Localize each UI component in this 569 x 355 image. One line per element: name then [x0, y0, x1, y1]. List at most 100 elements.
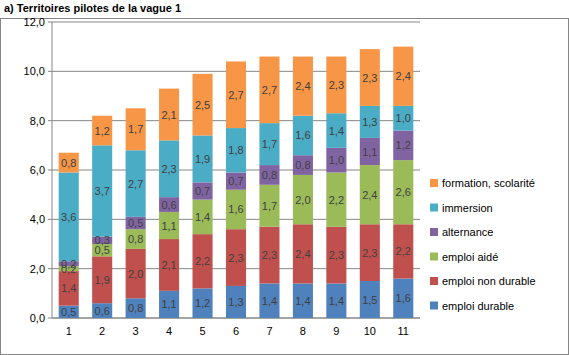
- data-label: 1,4: [262, 295, 277, 307]
- bar-segment: [259, 123, 279, 165]
- bar-segment: [326, 283, 346, 318]
- data-label: 3,6: [61, 211, 76, 223]
- data-label: 2,2: [329, 194, 344, 206]
- bar-segment: [259, 57, 279, 124]
- bar-segment: [92, 116, 112, 146]
- legend-label: emploi durable: [442, 300, 514, 312]
- data-label: 0,8: [295, 159, 310, 171]
- bar-segment: [126, 229, 146, 249]
- bar-segment: [126, 150, 146, 217]
- bar-segment: [226, 61, 246, 128]
- data-label: 1,9: [95, 274, 110, 286]
- bar-segment: [259, 283, 279, 318]
- data-label: 1,4: [61, 282, 76, 294]
- bar-segment: [193, 182, 213, 199]
- bar-segment: [326, 113, 346, 148]
- tick-mark: [48, 268, 52, 269]
- bar-segment: [393, 47, 413, 106]
- bar-segment: [293, 224, 313, 283]
- data-label: 2,7: [262, 84, 277, 96]
- bar-segment: [193, 234, 213, 288]
- data-label: 2,6: [396, 186, 411, 198]
- data-label: 2,1: [161, 259, 176, 271]
- chart: a) Territoires pilotes de la vague 10,02…: [0, 0, 569, 355]
- tick-mark: [48, 219, 52, 220]
- data-label: 2,0: [295, 194, 310, 206]
- tick-mark: [48, 71, 52, 72]
- bar-segment: [159, 239, 179, 291]
- data-label: 1,3: [228, 296, 243, 308]
- bar-segment: [326, 172, 346, 226]
- bar-segment: [126, 298, 146, 318]
- bar-segment: [393, 160, 413, 224]
- tick-mark: [48, 120, 52, 121]
- bar-segment: [259, 165, 279, 185]
- grid-line: [52, 22, 420, 23]
- bar-segment: [159, 89, 179, 141]
- bar-segment: [360, 106, 380, 138]
- bar-segment: [193, 288, 213, 318]
- bar-segment: [159, 140, 179, 197]
- bar-segment: [293, 57, 313, 116]
- data-label: 2,3: [329, 249, 344, 261]
- data-label: 1,1: [362, 146, 377, 158]
- bar-segment: [259, 227, 279, 284]
- data-label: 1,4: [195, 211, 210, 223]
- data-label: 2,7: [128, 178, 143, 190]
- bar-segment: [226, 190, 246, 229]
- y-tick-label: 12,0: [24, 16, 45, 28]
- data-label: 2,3: [161, 163, 176, 175]
- bar-segment: [326, 148, 346, 173]
- data-label: 0,5: [61, 306, 76, 318]
- data-label: 1,8: [228, 144, 243, 156]
- data-label: 1,4: [295, 295, 310, 307]
- chart-frame: [1, 19, 569, 355]
- data-label: 0,7: [195, 185, 210, 197]
- data-label: 2,2: [396, 245, 411, 257]
- bar-segment: [159, 291, 179, 318]
- data-label: 1,1: [161, 220, 176, 232]
- bar-segment: [59, 306, 79, 318]
- bar-segment: [360, 138, 380, 165]
- data-label: 0,2: [61, 258, 76, 270]
- bars: [59, 47, 414, 318]
- bar-segment: [226, 128, 246, 172]
- y-axis: [52, 22, 53, 318]
- bar-segment: [360, 49, 380, 106]
- data-label: 1,7: [262, 200, 277, 212]
- data-label: 0,8: [128, 233, 143, 245]
- data-label: 1,6: [228, 203, 243, 215]
- legend-label: immersion: [442, 202, 493, 214]
- data-label: 1,6: [396, 292, 411, 304]
- data-label: 0,6: [95, 305, 110, 317]
- bar-segment: [393, 131, 413, 161]
- data-label: 2,1: [161, 109, 176, 121]
- bar-segment: [226, 229, 246, 286]
- bar-segment: [226, 286, 246, 318]
- legend-swatch: [430, 253, 438, 261]
- data-label: 2,7: [228, 89, 243, 101]
- y-tick-label: 8,0: [30, 115, 45, 127]
- data-label: 2,3: [362, 72, 377, 84]
- bar-segment: [259, 185, 279, 227]
- bar-segment: [59, 271, 79, 306]
- data-label: 0,8: [262, 169, 277, 181]
- data-label: 1,6: [295, 129, 310, 141]
- x-tick-label: 10: [364, 325, 376, 337]
- legend-label: formation, scolarité: [442, 177, 535, 189]
- data-label: 0,8: [61, 157, 76, 169]
- data-label: 2,3: [329, 79, 344, 91]
- data-label: 1,7: [262, 138, 277, 150]
- tick-mark: [48, 170, 52, 171]
- bar-segment: [59, 153, 79, 173]
- data-label: 1,3: [362, 116, 377, 128]
- data-label: 0,8: [128, 302, 143, 314]
- data-label: 1,9: [195, 153, 210, 165]
- bar-segment: [126, 249, 146, 298]
- legend-label: emploi non durable: [442, 275, 536, 287]
- bar-segment: [293, 116, 313, 155]
- bar-segment: [59, 172, 79, 261]
- bar-segment: [193, 135, 213, 182]
- data-label: 0,7: [228, 175, 243, 187]
- tick-mark: [48, 318, 52, 319]
